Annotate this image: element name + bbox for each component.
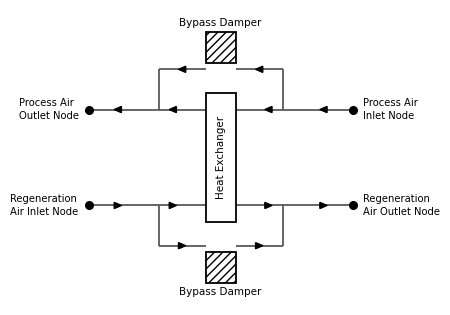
Polygon shape (320, 106, 327, 113)
Text: Regeneration
Air Inlet Node: Regeneration Air Inlet Node (10, 194, 78, 217)
Bar (206, 32, 236, 63)
Text: Process Air
Inlet Node: Process Air Inlet Node (363, 98, 418, 121)
Polygon shape (256, 66, 263, 72)
Polygon shape (265, 202, 272, 209)
Text: Regeneration
Air Outlet Node: Regeneration Air Outlet Node (363, 194, 440, 217)
Text: Process Air
Outlet Node: Process Air Outlet Node (18, 98, 78, 121)
Text: Bypass Damper: Bypass Damper (180, 19, 262, 28)
Polygon shape (114, 202, 122, 209)
Text: Bypass Damper: Bypass Damper (180, 287, 262, 296)
Polygon shape (114, 106, 122, 113)
Polygon shape (169, 106, 176, 113)
Polygon shape (320, 202, 327, 209)
Polygon shape (169, 202, 176, 209)
Polygon shape (265, 106, 272, 113)
Polygon shape (179, 243, 186, 249)
Polygon shape (256, 243, 263, 249)
Polygon shape (179, 66, 186, 72)
Bar (206, 93, 236, 222)
Bar (206, 252, 236, 283)
Text: Heat Exchanger: Heat Exchanger (216, 116, 225, 199)
